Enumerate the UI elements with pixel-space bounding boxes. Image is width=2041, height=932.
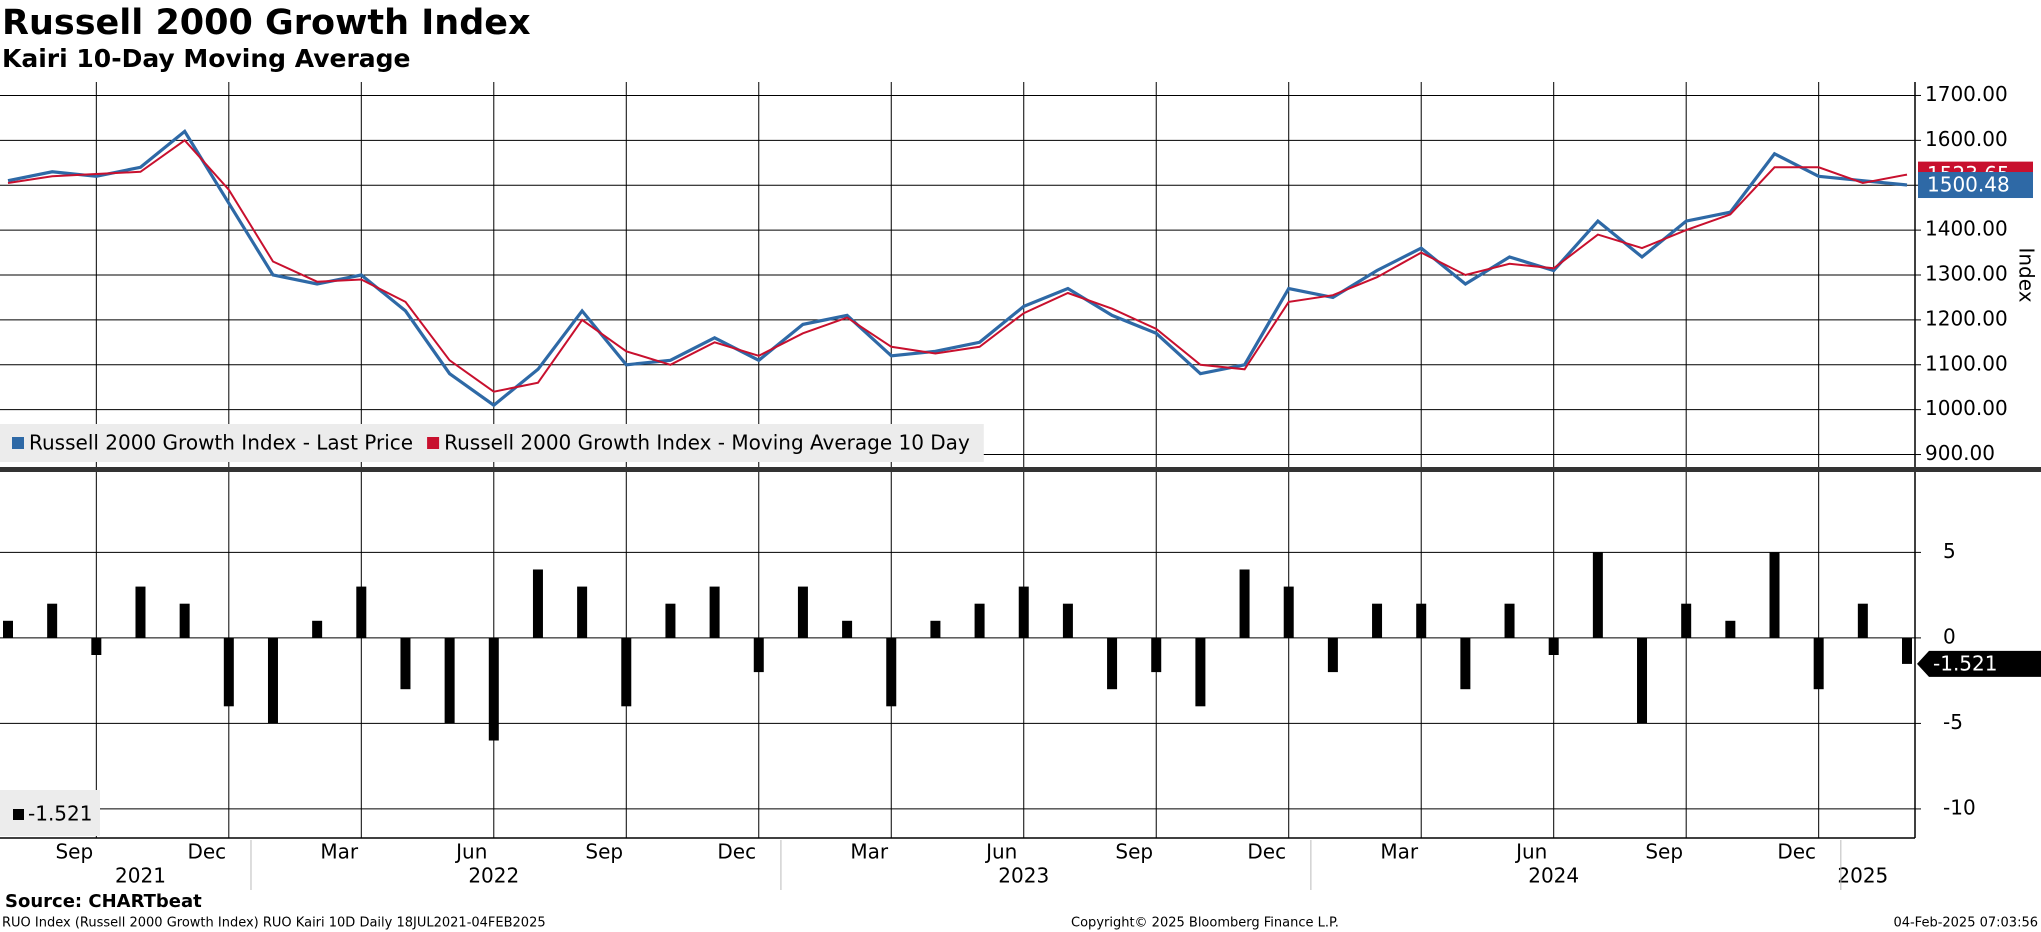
bar xyxy=(1460,637,1471,690)
y-tick-label: 1700.00 xyxy=(1925,82,2008,106)
last-value-tag xyxy=(1917,650,2041,677)
x-tick-label: Mar xyxy=(320,840,359,864)
x-tick-label: Dec xyxy=(1777,840,1816,864)
bar xyxy=(621,637,632,707)
chart-subtitle: Kairi 10-Day Moving Average xyxy=(2,44,411,73)
bar xyxy=(223,637,234,707)
x-tick-label: Mar xyxy=(850,840,889,864)
bar xyxy=(1416,603,1427,638)
y-tick-label: -5 xyxy=(1943,710,1963,734)
bar xyxy=(1813,637,1824,690)
timestamp: 04-Feb-2025 07:03:56 xyxy=(1893,916,2038,931)
x-tick-label: Sep xyxy=(585,840,623,864)
bar xyxy=(797,586,808,638)
y-tick-label: 5 xyxy=(1943,539,1956,563)
bar xyxy=(1327,637,1338,673)
bar xyxy=(1548,637,1559,655)
series-line xyxy=(7,138,1908,393)
legend-swatch xyxy=(427,437,440,449)
series-line xyxy=(7,129,1908,408)
bar xyxy=(974,603,985,638)
x-tick-label: Dec xyxy=(1247,840,1286,864)
y-tick-label: 900.00 xyxy=(1925,441,1995,465)
legend-label: Russell 2000 Growth Index - Last Price xyxy=(29,431,413,455)
y-tick-label: 1200.00 xyxy=(1925,306,2008,330)
x-tick-label: Sep xyxy=(1115,840,1153,864)
y-tick-label: -10 xyxy=(1943,795,1976,819)
bar xyxy=(532,569,543,638)
bar xyxy=(709,586,720,638)
bar xyxy=(1062,603,1073,638)
bar xyxy=(577,586,588,638)
bar xyxy=(1018,586,1029,638)
bar xyxy=(665,603,676,638)
y-tick-label: 1600.00 xyxy=(1925,127,2008,151)
y-tick-label: 1000.00 xyxy=(1925,396,2008,420)
x-tick-label: Jun xyxy=(454,840,487,864)
bar xyxy=(930,620,941,638)
y-tick-label: 1400.00 xyxy=(1925,217,2008,241)
y-tick-label: 1300.00 xyxy=(1925,262,2008,286)
year-label: 2023 xyxy=(998,864,1049,888)
x-tick-label: Mar xyxy=(1380,840,1419,864)
bar xyxy=(91,637,102,655)
legend-swatch xyxy=(12,437,24,449)
panel-separator xyxy=(0,467,2041,472)
bar xyxy=(356,586,367,638)
copyright: Copyright© 2025 Bloomberg Finance L.P. xyxy=(1071,916,1339,931)
year-label: 2024 xyxy=(1528,864,1579,888)
bar xyxy=(1681,603,1692,638)
legend-background xyxy=(0,424,984,462)
bar xyxy=(135,586,146,638)
legend-label: Russell 2000 Growth Index - Moving Avera… xyxy=(444,431,970,455)
x-tick-label: Sep xyxy=(1645,840,1683,864)
legend-swatch xyxy=(13,809,24,820)
y-tick-label: 0 xyxy=(1943,624,1956,648)
bar xyxy=(1857,603,1868,638)
bar xyxy=(1239,569,1250,638)
bar xyxy=(1769,552,1780,638)
legend: Russell 2000 Growth Index - Last Price Ru… xyxy=(0,424,984,462)
bar xyxy=(3,620,13,638)
y-tick-label: 1100.00 xyxy=(1925,351,2008,375)
x-tick-label: Jun xyxy=(1514,840,1547,864)
bar xyxy=(444,637,455,724)
y-axis-label: Index xyxy=(2015,247,2039,302)
bar xyxy=(1151,637,1162,673)
bar xyxy=(400,637,411,690)
last-value-label: -1.521 xyxy=(1933,651,1997,675)
bar xyxy=(1725,620,1736,638)
bar xyxy=(267,637,278,724)
last-value-label: 1500.48 xyxy=(1927,173,2010,197)
bar xyxy=(1372,603,1383,638)
year-label: 2022 xyxy=(468,864,519,888)
x-tick-label: Sep xyxy=(55,840,93,864)
x-tick-label: Dec xyxy=(187,840,226,864)
bar xyxy=(179,603,190,638)
bar xyxy=(1902,637,1912,664)
bar xyxy=(1637,637,1648,724)
bar xyxy=(842,620,853,638)
bar xyxy=(1504,603,1515,638)
footer-description: RUO Index (Russell 2000 Growth Index) RU… xyxy=(2,916,546,931)
bar xyxy=(1283,586,1294,638)
year-label: 2021 xyxy=(115,864,166,888)
bar xyxy=(488,637,499,741)
bar xyxy=(1107,637,1118,690)
legend-label: -1.521 xyxy=(28,802,92,826)
bar xyxy=(753,637,764,673)
bar xyxy=(1195,637,1206,707)
x-tick-label: Jun xyxy=(984,840,1017,864)
year-label: 2025 xyxy=(1837,864,1888,888)
x-tick-label: Dec xyxy=(717,840,756,864)
chart-title: Russell 2000 Growth Index xyxy=(2,3,531,43)
source: Source: CHARTbeat xyxy=(5,891,202,912)
bar xyxy=(886,637,897,707)
last-value-tag xyxy=(1918,172,2033,199)
bar xyxy=(47,603,58,638)
bar xyxy=(1592,552,1603,638)
bar xyxy=(312,620,323,638)
